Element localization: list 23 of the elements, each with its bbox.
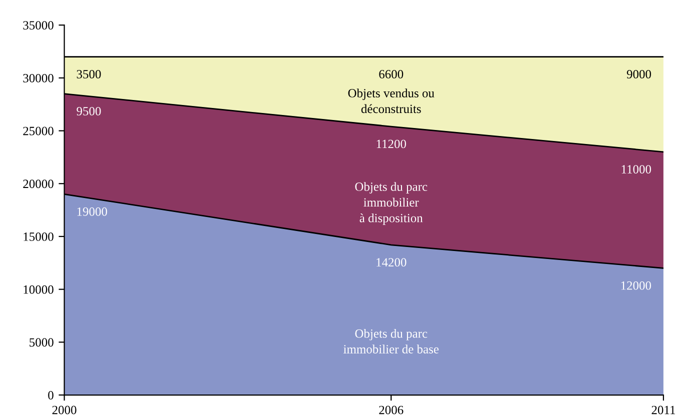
y-tick-label: 25000	[23, 126, 54, 136]
series-label: Objets du parc immobilier de base	[343, 328, 439, 354]
y-tick-label: 35000	[23, 21, 54, 30]
x-tick-label: 2000	[52, 406, 76, 414]
y-tick-label: 5000	[30, 338, 54, 347]
y-tick-label: 30000	[23, 74, 54, 82]
series-label: Objets vendus ou déconstruits	[348, 88, 434, 114]
data-label: 12000	[621, 281, 651, 290]
data-label: 14200	[376, 258, 406, 267]
data-label: 6600	[379, 70, 404, 78]
data-label: 19000	[77, 207, 108, 216]
data-label: 11000	[622, 165, 651, 174]
data-label: 9500	[76, 106, 101, 116]
data-label: 3500	[76, 70, 101, 78]
x-tick-label: 2011	[652, 406, 675, 414]
data-label: 11200	[376, 140, 406, 148]
series-label: Objets du parc immobilier à disposition	[355, 182, 428, 225]
x-tick-label: 2006	[379, 406, 404, 414]
y-tick-label: 10000	[24, 285, 54, 294]
y-tick-label: 15000	[24, 232, 54, 241]
y-tick-label: 0	[48, 391, 54, 400]
data-label: 9000	[626, 70, 651, 78]
y-tick-label: 20000	[23, 180, 54, 188]
